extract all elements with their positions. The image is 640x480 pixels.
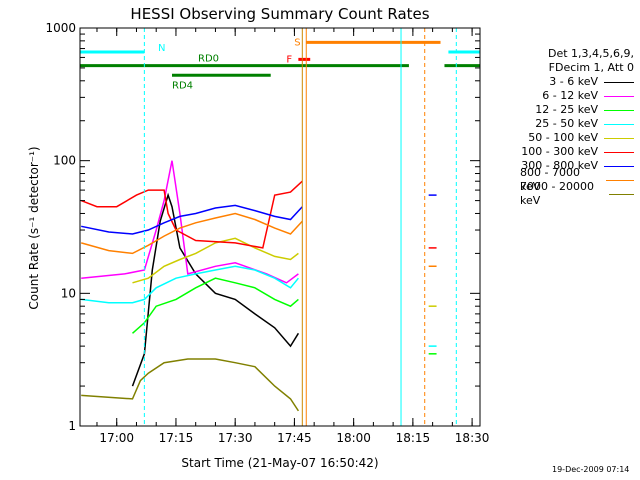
x-tick-label-18-15: 18:15 <box>396 431 431 445</box>
legend-entry-100-300-kev: 100 - 300 keV <box>520 145 634 159</box>
x-tick-label-18-00: 18:00 <box>336 431 371 445</box>
legend-label: 300 - 800 keV <box>521 159 598 172</box>
series-100-300-kev <box>80 180 303 249</box>
legend-entry-300-800-kev: 300 - 800 keV <box>520 159 634 173</box>
legend-label: 50 - 100 keV <box>528 131 598 144</box>
legend-header-1: Det 1,3,4,5,6,9, <box>547 47 634 60</box>
series-lines <box>80 160 437 412</box>
vertical-markers <box>143 28 457 426</box>
y-tick-label-100: 100 <box>53 154 76 168</box>
flag-label-s: S <box>294 37 300 48</box>
series-25-50-kev <box>81 265 299 304</box>
x-axis-label: Start Time (21-May-07 16:50:42) <box>181 456 378 470</box>
legend-entry-6-12-kev: 6 - 12 keV <box>520 89 634 103</box>
legend: Det 1,3,4,5,6,9, FDecim 1, Att 0 3 - 6 k… <box>520 47 634 207</box>
flag-label-n: N <box>158 43 165 54</box>
legend-swatch <box>604 95 634 97</box>
legend-swatch <box>604 165 634 167</box>
footer-timestamp: 19-Dec-2009 07:14 <box>552 465 630 474</box>
legend-label: 12 - 25 keV <box>535 103 598 116</box>
flag-label-rd4: RD4 <box>172 80 193 91</box>
series-50-100-kev <box>132 237 299 284</box>
legend-entry-50-100-kev: 50 - 100 keV <box>520 131 634 145</box>
legend-label: 100 - 300 keV <box>521 145 598 158</box>
y-axis: 1 10 100 1000 <box>45 21 480 433</box>
y-tick-label-1000: 1000 <box>45 21 76 35</box>
x-tick-label-17-45: 17:45 <box>277 431 312 445</box>
x-tick-label-17-15: 17:15 <box>159 431 194 445</box>
series-300-800-kev <box>81 204 303 235</box>
series-800-7000-kev <box>80 212 303 255</box>
y-tick-label-10: 10 <box>61 286 76 300</box>
legend-swatch <box>608 193 634 195</box>
legend-entry-800-7000-kev: 800 - 7000 keV <box>520 166 634 193</box>
legend-swatch <box>604 123 634 125</box>
flag-label-rd0: RD0 <box>198 54 219 65</box>
y-tick-label-1: 1 <box>68 419 76 433</box>
legend-entry-25-50-kev: 25 - 50 keV <box>520 117 634 131</box>
x-axis: 17:00 17:15 17:30 17:45 18:00 18:15 18:30 <box>96 28 490 445</box>
series-3-6-kev <box>131 192 300 387</box>
flag-label-f: F <box>286 54 292 65</box>
x-tick-label-17-30: 17:30 <box>218 431 253 445</box>
legend-swatch <box>604 81 634 83</box>
legend-header-2: FDecim 1, Att 0 <box>548 61 634 74</box>
legend-swatch <box>604 137 634 139</box>
y-axis-label: Count Rate (s⁻¹ detector⁻¹) <box>27 146 41 309</box>
legend-label: 3 - 6 keV <box>549 75 598 88</box>
legend-label: 7000 - 20000 keV <box>520 180 594 207</box>
legend-swatch <box>604 109 634 111</box>
legend-label: 25 - 50 keV <box>535 117 598 130</box>
series-7000-20000-kev <box>81 358 300 412</box>
x-tick-label-17-00: 17:00 <box>99 431 134 445</box>
legend-swatch <box>604 151 634 153</box>
chart-title: HESSI Observing Summary Count Rates <box>130 5 429 23</box>
legend-label: 800 - 7000 keV <box>520 166 580 193</box>
legend-entry-3-6-kev: 3 - 6 keV <box>520 75 634 89</box>
plot-frame <box>79 27 481 427</box>
legend-label: 6 - 12 keV <box>542 89 598 102</box>
legend-entry-7000-20000-kev: 7000 - 20000 keV <box>520 180 634 207</box>
legend-entry-12-25-kev: 12 - 25 keV <box>520 103 634 117</box>
x-tick-label-18-30: 18:30 <box>455 431 490 445</box>
legend-swatch <box>605 179 634 181</box>
observing-flags: N RD0 RD4 SF <box>80 37 480 91</box>
series-12-25-kev <box>132 277 299 334</box>
